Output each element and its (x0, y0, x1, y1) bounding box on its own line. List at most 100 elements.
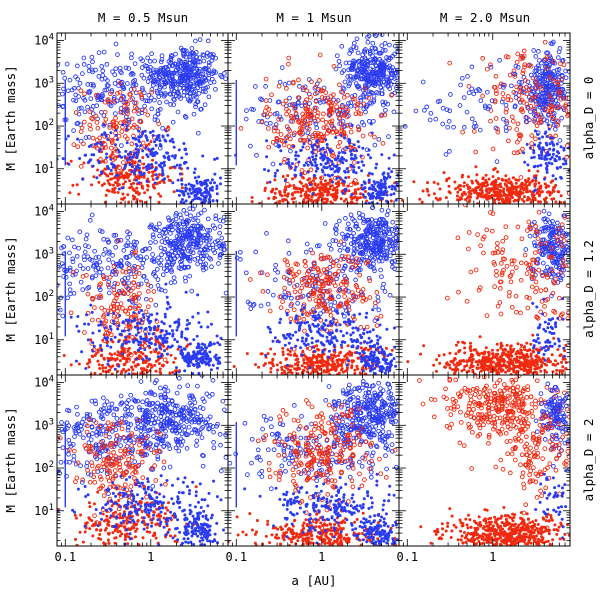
planet-filled-point (99, 141, 103, 145)
planet-filled-point (547, 161, 551, 165)
planet-open-point (483, 105, 488, 111)
planet-open-point (533, 94, 539, 100)
planet-filled-point (114, 174, 118, 177)
planet-filled-point (548, 142, 552, 146)
planet-filled-point (316, 145, 320, 149)
planet-filled-point (147, 344, 151, 348)
planet-filled-point (265, 139, 269, 143)
planet-open-point (263, 76, 269, 82)
planet-filled-point (312, 158, 315, 162)
planet-filled-point (192, 350, 196, 354)
planet-filled-point (102, 123, 106, 127)
planet-filled-point (98, 367, 102, 370)
planet-filled-point (132, 360, 136, 364)
planet-open-point (554, 105, 559, 111)
planet-open-point (155, 111, 161, 117)
planet-filled-point (395, 181, 399, 185)
planet-open-point (387, 42, 392, 48)
planet-filled-point (545, 168, 549, 172)
planet-open-point (185, 89, 190, 94)
planet-open-point (192, 215, 198, 221)
planet-filled-point (193, 193, 197, 197)
planet-open-point (60, 103, 66, 109)
planet-open-point (153, 114, 158, 119)
planet-filled-point (197, 197, 201, 201)
planet-filled-point (77, 192, 81, 196)
planet-filled-point (115, 138, 119, 142)
planet-open-point (145, 282, 151, 288)
planet-open-point (267, 111, 273, 117)
planet-filled-point (301, 145, 305, 149)
planet-open-point (142, 108, 148, 113)
planet-filled-point (146, 188, 150, 192)
planet-open-point (356, 63, 362, 69)
planet-open-point (281, 142, 287, 148)
planet-open-point (446, 119, 452, 124)
planet-filled-point (525, 198, 529, 202)
planet-open-point (95, 265, 101, 271)
planet-filled-point (533, 182, 537, 186)
planet-open-point (128, 87, 134, 92)
planet-filled-point (161, 173, 165, 177)
planet-open-point (533, 79, 539, 85)
planet-filled-point (166, 352, 169, 356)
planet-open-point (131, 280, 136, 285)
planet-open-point (71, 269, 76, 275)
planet-open-point (382, 41, 388, 46)
planet-open-point (129, 70, 135, 76)
planet-filled-point (157, 335, 161, 339)
planet-open-point (538, 116, 543, 121)
planet-filled-point (174, 320, 178, 324)
planet-filled-point (177, 318, 181, 322)
planet-open-point (340, 104, 345, 110)
planet-filled-point (526, 179, 530, 183)
planet-filled-point (215, 192, 219, 196)
planet-open-point (125, 229, 130, 235)
planet-filled-point (83, 322, 87, 326)
planet-filled-point (282, 198, 286, 201)
planet-open-point (63, 275, 69, 280)
planet-open-point (493, 116, 499, 121)
planet-open-point (99, 229, 105, 235)
x-axis-title: a [AU] (291, 573, 336, 588)
planet-filled-point (360, 183, 364, 187)
planet-filled-point (126, 357, 130, 361)
planet-open-point (131, 268, 137, 273)
planet-filled-point (135, 357, 139, 361)
planet-filled-point (106, 312, 110, 316)
planet-filled-point (175, 366, 178, 370)
planet-filled-point (160, 320, 164, 324)
planet-filled-point (263, 189, 267, 192)
planet-filled-point (559, 145, 563, 149)
planet-open-point (113, 115, 118, 121)
planet-filled-point (546, 153, 550, 157)
planet-filled-point (535, 191, 539, 195)
planet-open-point (518, 56, 524, 61)
planet-open-point (113, 66, 119, 72)
planet-filled-point (315, 186, 319, 189)
planet-open-point (392, 76, 398, 81)
planet-filled-point (76, 137, 80, 141)
planet-filled-point (175, 163, 179, 167)
planet-open-point (195, 237, 201, 243)
planet-filled-point (532, 151, 536, 155)
planet-filled-point (90, 310, 94, 314)
y-axis-title-2: M [Earth mass] (3, 236, 18, 341)
planet-open-point (168, 242, 174, 247)
planet-filled-point (174, 154, 177, 158)
planet-filled-point (157, 362, 161, 365)
planet-filled-point (109, 345, 113, 349)
planet-open-point (551, 59, 556, 64)
planet-open-point (103, 116, 109, 122)
planet-open-point (566, 190, 570, 196)
planet-filled-point (158, 139, 162, 143)
planet-open-point (542, 74, 548, 79)
planet-filled-point (533, 196, 537, 200)
planet-filled-point (97, 329, 101, 333)
planet-filled-point (66, 134, 70, 138)
planet-filled-point (557, 190, 561, 194)
planet-filled-point (292, 184, 296, 187)
planet-open-point (195, 99, 201, 105)
planet-filled-point (328, 174, 332, 178)
planet-open-point (213, 213, 219, 219)
